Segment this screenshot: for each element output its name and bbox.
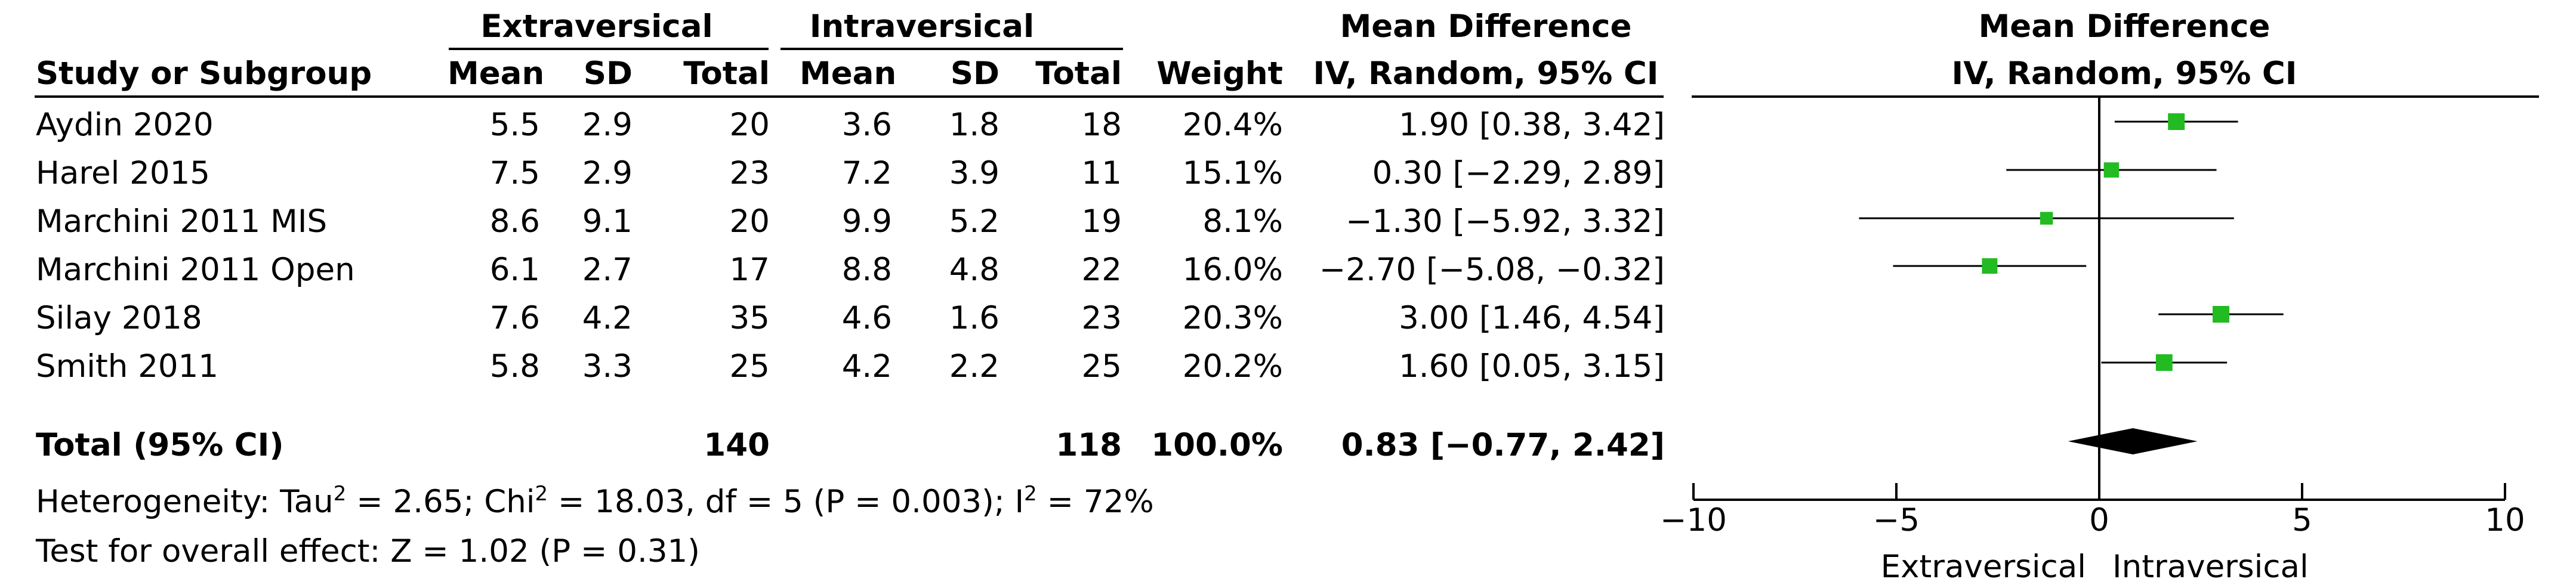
- total-ctrl: 25: [1081, 348, 1122, 385]
- study-name: Harel 2015: [36, 155, 211, 191]
- total-n-exp: 140: [704, 427, 770, 463]
- x-tick-label: −10: [1660, 502, 1727, 539]
- heterogeneity-text: Heterogeneity: Tau2 = 2.65; Chi2 = 18.03…: [36, 482, 1154, 520]
- effect-subtitle: IV, Random, 95% CI: [1313, 55, 1659, 92]
- mean-exp: 5.8: [489, 348, 540, 385]
- effect-title: Mean Difference: [1340, 8, 1632, 45]
- study-square: [1982, 258, 1998, 274]
- mean-exp: 8.6: [489, 203, 540, 240]
- group-ctrl-label: Intraversical: [809, 8, 1035, 45]
- col-sd-exp: SD: [583, 55, 633, 92]
- mean-exp: 7.5: [489, 155, 540, 191]
- sd-ctrl: 5.2: [949, 203, 999, 240]
- plot-header-rule: [1692, 95, 2539, 98]
- col-weight: Weight: [1156, 55, 1283, 92]
- sd-exp: 3.3: [582, 348, 633, 385]
- sd-ctrl: 4.8: [949, 252, 999, 288]
- weight: 20.2%: [1182, 348, 1283, 385]
- study-name: Marchini 2011 MIS: [36, 203, 328, 240]
- weight: 16.0%: [1182, 252, 1283, 288]
- col-total-exp: Total: [683, 55, 770, 92]
- weight: 8.1%: [1202, 203, 1283, 240]
- sd-exp: 2.9: [582, 155, 633, 191]
- mean-exp: 5.5: [489, 107, 540, 143]
- total-weight: 100.0%: [1151, 427, 1283, 463]
- mean-ctrl: 9.9: [841, 203, 892, 240]
- effect-ci: −1.30 [−5.92, 3.32]: [1346, 203, 1665, 240]
- mean-ctrl: 3.6: [841, 107, 892, 143]
- study-name: Silay 2018: [36, 300, 202, 336]
- effect-ci: 3.00 [1.46, 4.54]: [1399, 300, 1665, 336]
- col-sd-ctrl: SD: [950, 55, 999, 92]
- weight: 20.3%: [1182, 300, 1283, 336]
- study-square: [2155, 354, 2173, 371]
- col-study: Study or Subgroup: [36, 55, 372, 92]
- study-square: [2103, 162, 2120, 178]
- mean-exp: 7.6: [489, 300, 540, 336]
- sd-exp: 9.1: [582, 203, 633, 240]
- total-exp: 20: [729, 203, 770, 240]
- mean-ctrl: 4.2: [841, 348, 892, 385]
- sd-ctrl: 1.6: [949, 300, 999, 336]
- col-mean-exp: Mean: [448, 55, 545, 92]
- total-ctrl: 18: [1081, 107, 1122, 143]
- x-tick-label: 0: [2089, 502, 2109, 539]
- group-exp-underline: [449, 48, 769, 50]
- x-tick-label: 5: [2292, 502, 2312, 539]
- total-n-ctrl: 118: [1056, 427, 1122, 463]
- weight: 20.4%: [1182, 107, 1283, 143]
- overall-effect-text: Test for overall effect: Z = 1.02 (P = 0…: [36, 533, 700, 570]
- effect-ci: 1.90 [0.38, 3.42]: [1399, 107, 1665, 143]
- total-ctrl: 11: [1081, 155, 1122, 191]
- study-square: [2168, 113, 2185, 130]
- x-label-left: Extraversical: [1881, 549, 2086, 585]
- x-tick-label: −5: [1873, 502, 1920, 539]
- header-rule: [35, 95, 1664, 98]
- weight: 15.1%: [1182, 155, 1283, 191]
- effect-ci: −2.70 [−5.08, −0.32]: [1319, 252, 1665, 288]
- total-ci: 0.83 [−0.77, 2.42]: [1341, 427, 1665, 463]
- group-ctrl-underline: [780, 48, 1123, 50]
- mean-ctrl: 8.8: [841, 252, 892, 288]
- effect-ci: 0.30 [−2.29, 2.89]: [1372, 155, 1665, 191]
- x-label-right: Intraversical: [2112, 549, 2309, 585]
- total-exp: 20: [729, 107, 770, 143]
- plot-subtitle: IV, Random, 95% CI: [1951, 55, 2297, 92]
- mean-ctrl: 7.2: [841, 155, 892, 191]
- total-exp: 25: [729, 348, 770, 385]
- study-square: [2213, 306, 2229, 323]
- plot-title: Mean Difference: [1978, 8, 2270, 45]
- group-exp-label: Extraversical: [480, 8, 713, 45]
- sd-ctrl: 1.8: [949, 107, 999, 143]
- sd-exp: 2.9: [582, 107, 633, 143]
- sd-exp: 2.7: [582, 252, 633, 288]
- sd-ctrl: 3.9: [949, 155, 999, 191]
- col-total-ctrl: Total: [1035, 55, 1122, 92]
- total-label: Total (95% CI): [36, 427, 284, 463]
- study-name: Smith 2011: [36, 348, 219, 385]
- study-name: Aydin 2020: [36, 107, 214, 143]
- sd-ctrl: 2.2: [949, 348, 999, 385]
- total-exp: 23: [729, 155, 770, 191]
- x-tick-label: 10: [2485, 502, 2525, 539]
- effect-ci: 1.60 [0.05, 3.15]: [1399, 348, 1665, 385]
- total-ctrl: 19: [1081, 203, 1122, 240]
- total-exp: 35: [729, 300, 770, 336]
- study-name: Marchini 2011 Open: [36, 252, 355, 288]
- sd-exp: 4.2: [582, 300, 633, 336]
- col-mean-ctrl: Mean: [800, 55, 897, 92]
- total-ctrl: 22: [1081, 252, 1122, 288]
- mean-exp: 6.1: [489, 252, 540, 288]
- total-exp: 17: [729, 252, 770, 288]
- mean-ctrl: 4.6: [841, 300, 892, 336]
- pooled-diamond: [2068, 428, 2198, 454]
- study-square: [2040, 212, 2053, 225]
- total-ctrl: 23: [1081, 300, 1122, 336]
